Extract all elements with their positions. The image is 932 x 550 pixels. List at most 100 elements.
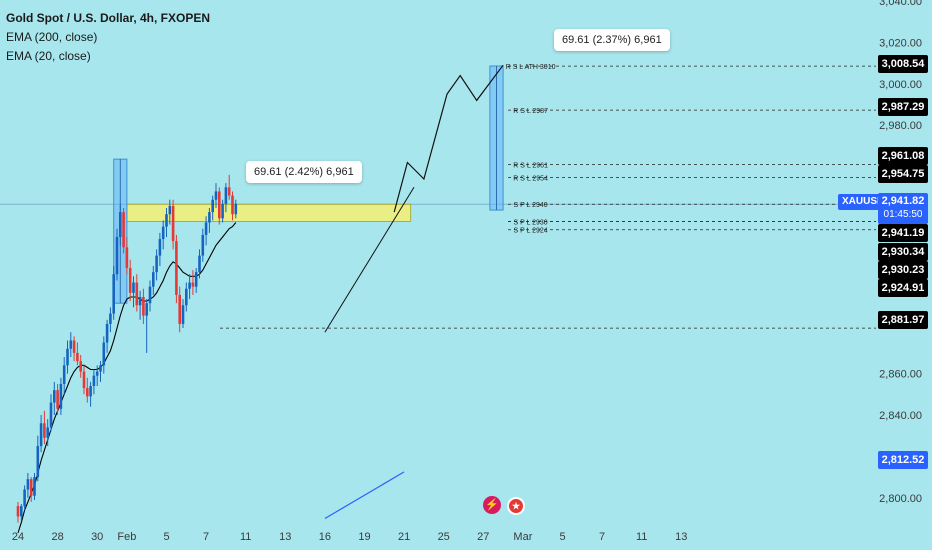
level-label: S P L 2930 [513, 219, 547, 226]
candle-body [92, 375, 96, 387]
y-tick-label: 3,020.00 [879, 37, 922, 49]
x-tick-label: 25 [438, 531, 450, 543]
price-tag-2941: 2,941.19 [878, 224, 928, 242]
trend-line [324, 187, 415, 333]
price-tag-ema200: 2,812.52 [878, 451, 928, 469]
candle [175, 234, 178, 304]
candle-body [49, 402, 53, 428]
price-tag-2881: 2,881.97 [878, 311, 928, 329]
candle [168, 199, 172, 225]
candle [161, 220, 165, 250]
x-tick-label: 21 [398, 531, 410, 543]
level-label: R S L 2987 [513, 108, 548, 115]
candle [115, 228, 119, 281]
candle [49, 394, 53, 432]
candle-body [231, 195, 234, 215]
candle [69, 332, 73, 358]
candle [138, 290, 142, 320]
level-label: S P L 2940 [513, 202, 547, 209]
candle-body [43, 423, 46, 438]
ema20-legend[interactable]: EMA (20, close) [6, 49, 91, 63]
candle [89, 381, 92, 407]
candle [221, 199, 224, 223]
candle-body [178, 294, 181, 324]
candle [102, 336, 106, 374]
candle-body [198, 255, 201, 273]
candle [191, 270, 195, 295]
x-tick-label: 19 [358, 531, 370, 543]
current-price-tag: 2,941.82 01:45:50 [878, 193, 928, 224]
price-tag-2954: 2,954.75 [878, 165, 928, 183]
x-tick-label: 16 [319, 531, 331, 543]
us-flag-event-icon[interactable]: ★ [507, 497, 525, 515]
x-tick-label: 28 [51, 531, 63, 543]
candle [62, 357, 66, 395]
candle [201, 228, 205, 262]
candle-body [89, 386, 92, 397]
candle-body [211, 199, 214, 213]
candle-body [39, 423, 43, 447]
x-tick-label: 24 [12, 531, 24, 543]
ema200-legend[interactable]: EMA (200, close) [6, 30, 98, 44]
candle-body [59, 383, 63, 409]
candle-body [185, 288, 188, 306]
symbol-price-label: XAUUSD [838, 194, 889, 210]
candle [76, 342, 79, 366]
candle-body [135, 282, 139, 306]
x-tick-label: 27 [477, 531, 489, 543]
candle [208, 208, 211, 233]
candle-body [95, 371, 99, 376]
candle-body [128, 268, 132, 293]
ema200-line [324, 471, 405, 520]
symbol-title[interactable]: Gold Spot / U.S. Dollar, 4h, FXOPEN [6, 11, 211, 25]
candle [227, 174, 231, 200]
candle-body [152, 272, 155, 287]
candle-body [46, 427, 49, 438]
candle [125, 236, 129, 275]
candle [95, 365, 99, 387]
candle [188, 274, 191, 300]
candle-body [191, 282, 195, 287]
candle-body [171, 205, 175, 242]
candle-body [214, 191, 218, 200]
candle [92, 369, 96, 395]
candle [142, 288, 145, 324]
candle-body [234, 203, 238, 215]
price-tag-2930b: 2,930.23 [878, 261, 928, 279]
candle [39, 415, 43, 453]
candle [66, 340, 69, 374]
candle [155, 249, 158, 281]
candle-body [112, 274, 115, 314]
price-tag-2930a: 2,930.34 [878, 243, 928, 261]
candle [198, 249, 201, 279]
candle [26, 472, 30, 498]
x-tick-label: 13 [279, 531, 291, 543]
y-tick-label: 2,980.00 [879, 120, 922, 132]
candle-body [142, 297, 145, 316]
x-tick-label: Feb [117, 531, 136, 543]
candle [119, 203, 122, 246]
candle [105, 319, 109, 353]
candle-body [79, 361, 82, 372]
candle-body [115, 236, 119, 275]
candle [82, 365, 86, 395]
candle-body [23, 489, 26, 507]
lightning-event-icon[interactable]: ⚡ [483, 496, 501, 514]
current-price: 2,941.82 [881, 195, 925, 207]
y-tick-label: 3,000.00 [879, 79, 922, 91]
candle-body [122, 212, 125, 248]
candle [99, 361, 102, 382]
candle-body [158, 239, 162, 256]
level-label: R S L 2954 [513, 175, 548, 182]
candle [135, 274, 139, 312]
x-tick-label: Mar [513, 531, 532, 543]
x-tick-label: 7 [203, 531, 209, 543]
bar-countdown: 01:45:50 [883, 209, 923, 220]
candle-body [161, 226, 165, 240]
candle-body [20, 506, 23, 517]
candle-body [208, 212, 211, 223]
candle-body [33, 477, 36, 496]
candle [29, 477, 33, 502]
candle [128, 259, 132, 302]
